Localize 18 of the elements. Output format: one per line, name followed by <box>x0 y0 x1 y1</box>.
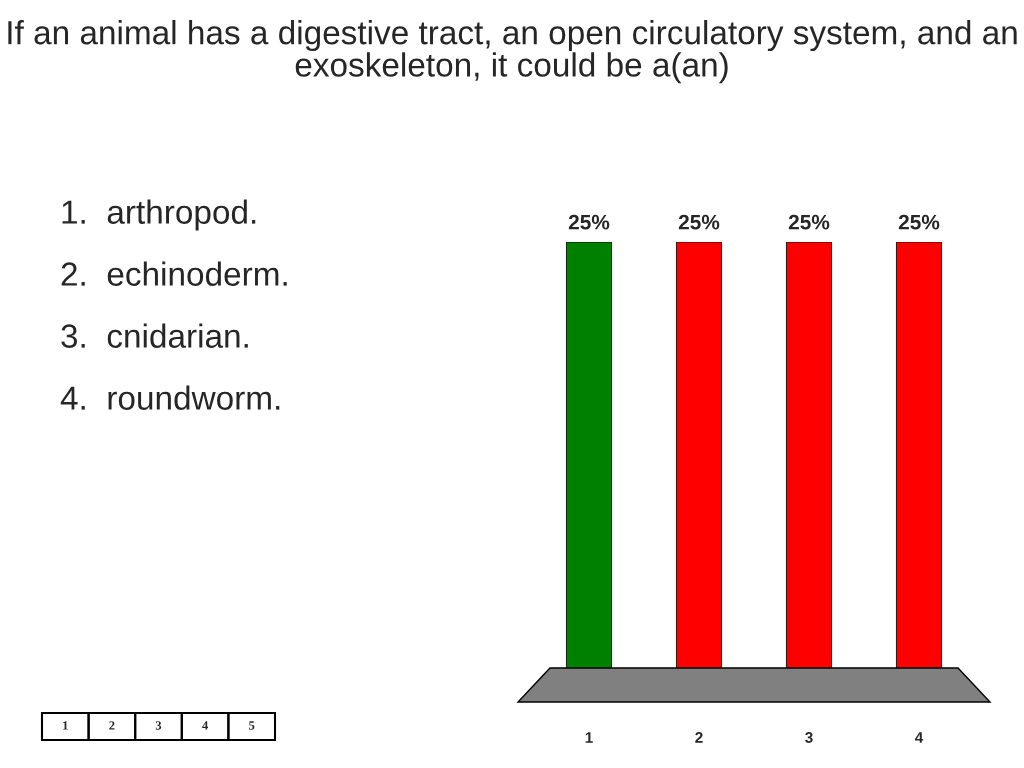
data-label: 25% <box>898 214 940 230</box>
text: 5 <box>249 721 255 730</box>
text: 4. roundworm. <box>60 385 280 410</box>
text: 2. echinoderm. <box>61 261 287 286</box>
text: 1. arthropod. <box>62 199 256 231</box>
text: 1 <box>63 721 68 730</box>
data-label: 25% <box>678 214 720 230</box>
text: 3 <box>155 721 162 730</box>
x-tick-label: 1 <box>585 732 593 743</box>
text: 3. cnidarian. <box>61 323 248 348</box>
data-label: 25% <box>788 214 830 230</box>
x-tick-label: 3 <box>805 732 813 743</box>
data-label: 25% <box>568 214 610 230</box>
text: 4 <box>202 721 208 730</box>
x-tick-label: 2 <box>695 732 703 743</box>
chart-title: If an animal has a digestive tract, an open circulatory system, and an exoskeleton, it could be a(an) <box>8 20 1017 84</box>
text: 2 <box>109 721 115 730</box>
x-tick-label: 4 <box>914 732 924 743</box>
